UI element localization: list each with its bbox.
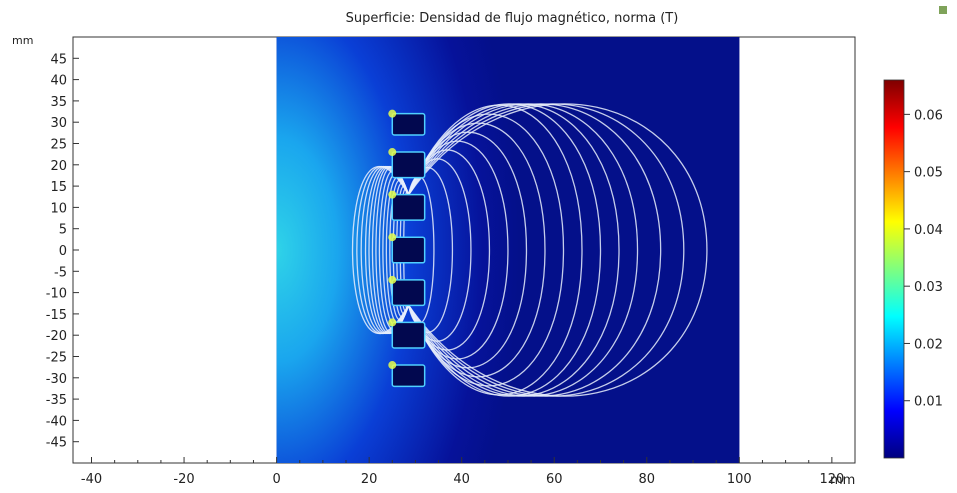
- x-tick-label: 0: [272, 472, 280, 487]
- y-tick-label: 45: [50, 52, 67, 67]
- y-tick-label: 10: [50, 201, 67, 216]
- y-tick-label: 35: [50, 95, 67, 110]
- colorbar-tick-label: 0.06: [914, 108, 943, 123]
- y-tick-label: 0: [59, 244, 67, 259]
- magnet-block: [391, 151, 426, 179]
- magnet-block: [391, 364, 426, 388]
- x-tick-label: 100: [727, 472, 752, 487]
- y-tick-label: -35: [46, 393, 67, 408]
- colorbar-ticks: 0.06 0.05 0.04 0.03 0.02 0.01: [904, 108, 943, 410]
- y-tick-label: -20: [46, 329, 67, 344]
- magnet-block: [391, 193, 426, 221]
- field-line: [392, 149, 491, 351]
- y-tick-label: 40: [50, 74, 67, 89]
- y-tick-label: 30: [50, 116, 67, 131]
- x-tick-label: -40: [81, 472, 102, 487]
- magnet-hotspot: [388, 148, 397, 157]
- magnet-hotspot: [388, 233, 397, 242]
- field-line: [389, 140, 509, 360]
- x-tick-label: 40: [453, 472, 470, 487]
- y-tick-label: 15: [50, 180, 67, 195]
- y-unit-label: mm: [12, 34, 33, 47]
- corner-icon: [939, 6, 947, 14]
- x-unit-label: mm: [830, 473, 855, 488]
- field-line: [351, 103, 708, 397]
- magnet-hotspot: [388, 318, 397, 327]
- magnet-hotspot: [388, 109, 397, 118]
- x-tick-label: 60: [546, 472, 563, 487]
- y-axis: 45 40 35 30 25 20 15 10 5 0 -5 -10 -15 -20 -25 -30 -35 -4…: [46, 52, 79, 451]
- field-line: [378, 113, 565, 387]
- magnet-hotspot: [388, 275, 397, 284]
- colorbar-tick-label: 0.03: [914, 280, 943, 295]
- x-tick-label: 80: [639, 472, 656, 487]
- y-tick-label: -30: [46, 372, 67, 387]
- colorbar-tick-label: 0.01: [914, 395, 943, 410]
- field-lines: [351, 103, 708, 397]
- chart-title: Superficie: Densidad de flujo magnético,…: [346, 11, 679, 26]
- magnet-block: [391, 279, 426, 307]
- y-tick-label: -5: [54, 265, 67, 280]
- y-tick-label: 25: [50, 138, 67, 153]
- y-tick-label: 5: [59, 223, 67, 238]
- magnet-hotspot: [388, 361, 397, 370]
- x-axis: -40 -20 0 20 40 60 80 100 120: [81, 457, 844, 487]
- magnet-block: [391, 112, 426, 136]
- x-tick-label: 20: [361, 472, 378, 487]
- magnet-hotspot: [388, 190, 397, 199]
- magnet-block: [391, 236, 426, 264]
- y-tick-label: -10: [46, 287, 67, 302]
- x-tick-label: 120: [819, 472, 844, 487]
- colorbar: [883, 79, 905, 459]
- colorbar-tick-label: 0.05: [914, 166, 943, 181]
- colorbar-tick-label: 0.04: [914, 223, 943, 238]
- y-tick-label: -45: [46, 436, 67, 451]
- x-tick-label: -20: [173, 472, 194, 487]
- colorbar-tick-label: 0.02: [914, 337, 943, 352]
- y-tick-label: -15: [46, 308, 67, 323]
- field-line: [396, 158, 472, 342]
- y-tick-label: -25: [46, 351, 67, 366]
- y-tick-label: -40: [46, 414, 67, 429]
- field-line: [382, 122, 546, 378]
- y-tick-label: 20: [50, 159, 67, 174]
- magnet-block: [391, 321, 426, 349]
- magnet-blocks: [388, 109, 426, 388]
